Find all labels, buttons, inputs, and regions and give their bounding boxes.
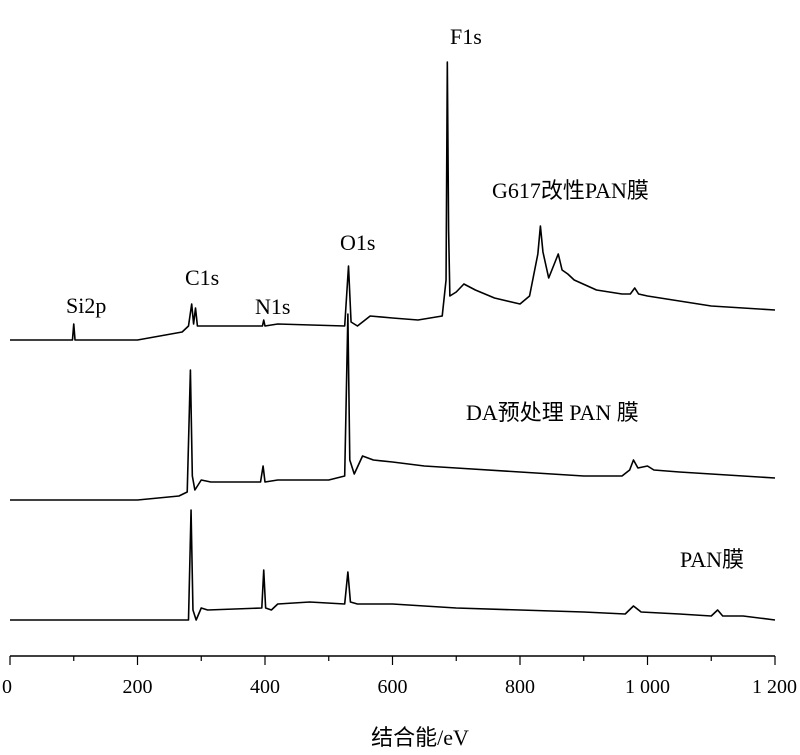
spectrum-line-3	[10, 509, 776, 621]
x-axis: 0 200 400 600 800 1 000 1 200	[2, 655, 797, 698]
x-tick-label-400: 400	[250, 676, 280, 698]
peak-label-f1s: F1s	[450, 24, 482, 49]
peak-label-c1s: C1s	[185, 265, 219, 290]
series-label-1: G617改性PAN膜	[492, 178, 649, 203]
x-tick-label-200: 200	[123, 676, 153, 698]
series-label-2: DA预处理 PAN 膜	[466, 400, 639, 425]
spectrum-line-1	[10, 61, 776, 341]
series-label-3: PAN膜	[680, 547, 744, 572]
plot-area: G617改性PAN膜 DA预处理 PAN 膜 PAN膜 Si2p C1s N1s O1s F1…	[10, 24, 776, 621]
x-tick-label-600: 600	[378, 676, 408, 698]
peak-label-si2p: Si2p	[66, 293, 106, 318]
x-tick-label-0: 0	[2, 676, 12, 698]
spectrum-line-2	[10, 313, 776, 501]
x-tick-label-800: 800	[505, 676, 535, 698]
x-tick-label-1000: 1 000	[625, 676, 670, 698]
x-tick-label-1200: 1 200	[752, 676, 797, 698]
peak-label-n1s: N1s	[255, 294, 290, 319]
x-axis-title: 结合能/eV	[371, 725, 469, 750]
peak-label-o1s: O1s	[340, 230, 375, 255]
